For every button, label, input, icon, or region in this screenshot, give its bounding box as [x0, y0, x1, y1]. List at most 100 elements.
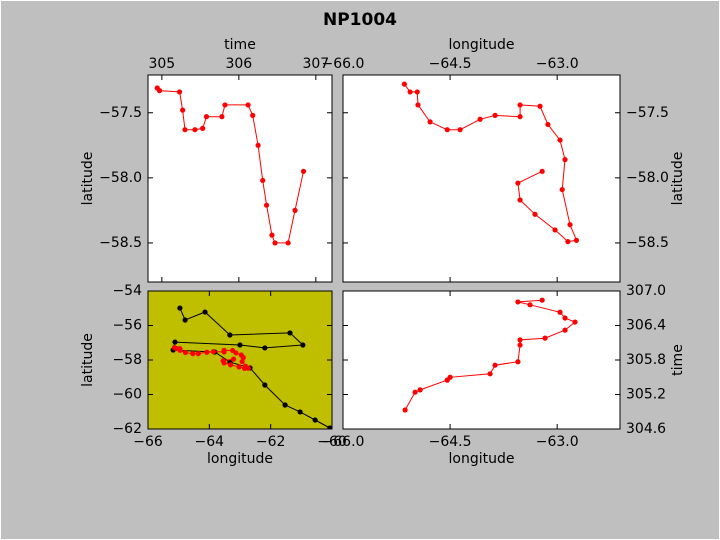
- figure-title: NP1004: [323, 10, 397, 30]
- y-tick-label: −54: [112, 283, 142, 299]
- y-tick-label: −58.0: [626, 170, 669, 186]
- marker: [182, 127, 188, 133]
- marker: [210, 349, 216, 355]
- marker: [562, 327, 568, 333]
- marker: [272, 240, 278, 246]
- marker: [515, 359, 521, 365]
- x-tick-label: −60: [317, 434, 347, 450]
- marker: [262, 382, 268, 388]
- plot-area: [148, 291, 332, 429]
- marker: [177, 305, 183, 311]
- subplot: −66.0 −64.5 −63.0 307.0 306.4 305.8 305.2 304.6…: [322, 283, 686, 467]
- marker: [517, 102, 523, 108]
- series: [171, 344, 251, 372]
- marker: [176, 89, 183, 95]
- x-tick-label: −66: [133, 434, 163, 450]
- marker: [239, 358, 245, 365]
- marker: [517, 342, 523, 348]
- marker: [457, 127, 463, 133]
- marker: [227, 332, 233, 338]
- series: [402, 297, 578, 413]
- marker: [297, 409, 303, 415]
- marker: [200, 125, 206, 131]
- marker: [565, 239, 571, 245]
- marker: [300, 342, 306, 348]
- marker: [192, 127, 198, 133]
- marker: [292, 207, 298, 213]
- marker: [195, 351, 201, 357]
- marker: [412, 389, 418, 395]
- series: [401, 81, 580, 245]
- marker: [487, 371, 493, 377]
- y-tick-label: 305.2: [626, 387, 666, 403]
- x-tick-label: −64.5: [429, 434, 472, 450]
- series: [154, 85, 307, 246]
- x-tick-label: −66.0: [322, 56, 365, 72]
- marker: [312, 417, 318, 423]
- y-axis-label: time: [670, 344, 686, 376]
- marker: [245, 102, 251, 108]
- marker: [204, 349, 210, 355]
- marker: [539, 168, 545, 174]
- y-tick-label: −58.5: [99, 235, 142, 251]
- marker: [227, 362, 234, 368]
- marker: [545, 121, 551, 128]
- marker: [527, 302, 533, 308]
- y-tick-label: 304.6: [626, 421, 666, 437]
- x-axis-label: time: [224, 37, 256, 53]
- marker: [300, 168, 307, 174]
- marker: [557, 309, 563, 315]
- y-axis-label: latitude: [80, 333, 96, 387]
- marker: [517, 337, 523, 343]
- plot-area: [148, 75, 332, 282]
- marker: [552, 227, 558, 233]
- x-tick-label: −63.0: [536, 56, 579, 72]
- x-tick-label: −62: [256, 434, 286, 450]
- marker: [562, 315, 568, 321]
- plot-frame: [147, 74, 333, 283]
- marker: [182, 317, 188, 323]
- y-tick-label: −60: [112, 387, 142, 403]
- marker: [517, 114, 523, 120]
- marker: [537, 103, 543, 109]
- marker: [190, 351, 196, 357]
- marker: [262, 345, 268, 351]
- marker: [269, 232, 275, 238]
- marker: [287, 330, 293, 336]
- marker: [221, 347, 227, 353]
- marker: [517, 197, 523, 203]
- marker: [414, 89, 420, 95]
- marker: [327, 425, 332, 429]
- x-tick-label: −66.0: [322, 434, 365, 450]
- series-line: [403, 83, 578, 243]
- marker: [237, 342, 243, 348]
- x-tick-label: −64.5: [429, 56, 472, 72]
- marker: [539, 297, 545, 303]
- y-tick-label: −58.5: [626, 235, 669, 251]
- marker: [402, 407, 408, 413]
- marker: [182, 349, 189, 356]
- subplot: −66.0 −64.5 −63.0 −57.5 −58.0 −58.5 longitude l…: [322, 37, 686, 283]
- subplot: 305 306 307 −57.5 −58.0 −58.5 time latitude: [80, 37, 333, 283]
- marker: [263, 202, 270, 208]
- y-tick-label: −58: [112, 352, 142, 368]
- marker: [255, 142, 261, 148]
- marker: [203, 114, 210, 120]
- marker: [492, 112, 498, 118]
- marker: [492, 362, 498, 368]
- marker: [260, 177, 266, 184]
- marker: [572, 319, 578, 325]
- y-tick-label: −58.0: [99, 170, 142, 186]
- marker: [245, 365, 251, 371]
- marker: [401, 81, 407, 87]
- marker: [180, 107, 186, 113]
- x-tick-label: −64: [195, 434, 225, 450]
- plot-area: [343, 75, 620, 282]
- marker: [202, 309, 208, 315]
- marker: [250, 112, 256, 118]
- marker: [282, 402, 288, 408]
- marker: [177, 347, 183, 353]
- marker: [219, 114, 225, 120]
- plot-frame: [147, 290, 333, 430]
